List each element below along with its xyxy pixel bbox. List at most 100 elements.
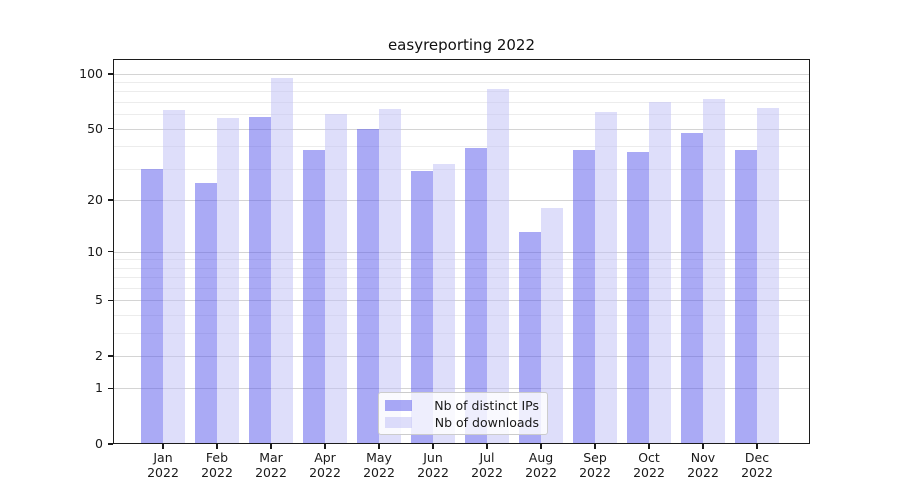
x-axis-tick-label: Jul 2022 (459, 450, 515, 480)
y-gridline-minor (113, 168, 810, 170)
y-gridline-minor (113, 314, 810, 316)
y-gridline-minor (113, 287, 810, 289)
y-axis-tick-label: 2 (95, 347, 103, 363)
x-axis-tick-label-line: 2022 (525, 465, 557, 480)
x-axis-tick (378, 444, 380, 449)
bar-downloads (757, 107, 779, 444)
y-axis-tick-label: 0 (95, 436, 103, 451)
x-axis-tick-label-line: Feb (205, 450, 229, 465)
x-axis-tick-label: Dec 2022 (729, 450, 785, 480)
x-axis-tick-label-line: Mar (259, 450, 283, 465)
legend-swatch-distinct-ips (385, 399, 412, 411)
bar-distinct-ips (249, 116, 271, 444)
bar-distinct-ips (303, 150, 325, 444)
y-axis-tick (108, 199, 113, 201)
x-axis-tick-label-line: Sep (583, 450, 607, 465)
y-gridline-major (113, 300, 810, 302)
x-axis-tick-label: May 2022 (351, 450, 407, 480)
y-axis-tick-label: 10 (87, 243, 103, 259)
x-axis-tick-label-line: May (366, 450, 392, 465)
legend-item-distinct-ips: Nb of distinct IPs (385, 397, 539, 413)
bar-distinct-ips (141, 168, 163, 444)
legend-label-downloads: Nb of downloads (434, 414, 539, 430)
x-axis-tick-label: Mar 2022 (243, 450, 299, 480)
y-gridline-major (113, 199, 810, 201)
x-axis-tick-label-line: Oct (638, 450, 660, 465)
y-axis-tick-label: 5 (95, 292, 103, 308)
y-gridline-minor (113, 267, 810, 269)
x-axis-tick-label-line: 2022 (417, 465, 449, 480)
y-axis-tick (108, 73, 113, 75)
bar-distinct-ips (357, 128, 379, 444)
bar-downloads (163, 110, 185, 444)
y-axis-tick (108, 250, 113, 253)
bar-downloads (649, 102, 671, 444)
y-gridline-minor (113, 332, 810, 334)
legend: Nb of distinct IPs Nb of downloads (378, 392, 548, 435)
y-gridline-minor (113, 91, 810, 93)
y-axis-tick (108, 443, 113, 445)
x-axis-tick-label-line: 2022 (147, 465, 179, 480)
x-axis-tick (486, 444, 488, 449)
y-axis-tick (108, 387, 113, 390)
x-axis-tick (702, 444, 704, 449)
x-axis-tick-label: Sep 2022 (567, 450, 623, 480)
bar-downloads (379, 109, 401, 444)
y-gridline-minor (113, 259, 810, 261)
bar-distinct-ips (411, 171, 433, 444)
x-axis-tick-label: Apr 2022 (297, 450, 353, 480)
bar-downloads (217, 118, 239, 444)
x-axis-tick (216, 444, 218, 449)
y-gridline-minor (113, 82, 810, 84)
x-axis-tick-label-line: Nov (690, 450, 716, 465)
x-axis-tick-label-line: Dec (744, 450, 770, 465)
x-axis-tick (432, 444, 434, 449)
y-gridline-major (113, 128, 810, 130)
y-axis-tick-label: 20 (87, 191, 103, 207)
legend-swatch-downloads (385, 416, 412, 428)
bar-distinct-ips (519, 232, 541, 444)
bar-downloads (595, 111, 617, 444)
y-gridline-minor (113, 114, 810, 116)
x-axis-tick (594, 444, 596, 449)
y-axis-tick (108, 127, 113, 130)
y-axis-tick-label: 50 (87, 120, 103, 136)
x-axis-tick (270, 444, 272, 449)
x-axis-tick (756, 444, 758, 449)
x-axis-tick (540, 444, 542, 449)
y-gridline-major (113, 251, 810, 253)
x-axis-tick (648, 444, 650, 449)
x-axis-tick-label-line: 2022 (363, 465, 395, 480)
x-axis-tick-label-line: 2022 (471, 465, 503, 480)
bar-downloads (325, 114, 347, 444)
bar-downloads (271, 77, 293, 444)
y-gridline-major (113, 355, 810, 357)
bar-distinct-ips (627, 152, 649, 444)
x-axis-tick-label: Nov 2022 (675, 450, 731, 480)
x-axis-tick-label: Jun 2022 (405, 450, 461, 480)
bar-distinct-ips (735, 150, 757, 444)
legend-item-downloads: Nb of downloads (385, 414, 539, 430)
y-gridline-minor (113, 102, 810, 103)
x-axis-tick-label: Aug 2022 (513, 450, 569, 480)
bar-downloads (703, 98, 725, 444)
bar-downloads (433, 163, 455, 444)
y-axis-tick-label: 1 (95, 380, 103, 396)
y-axis-tick-label: 100 (79, 65, 103, 81)
x-axis-tick-label-line: 2022 (255, 465, 287, 480)
x-axis-tick-label-line: Jul (479, 450, 495, 465)
x-axis-tick-label-line: Jun (423, 450, 443, 465)
y-gridline-minor (113, 146, 810, 147)
x-axis-tick-label-line: 2022 (579, 465, 611, 480)
y-gridline-major (113, 388, 810, 390)
chart-title: easyreporting 2022 (387, 36, 536, 54)
x-axis-tick-label-line: 2022 (687, 465, 719, 480)
x-axis-tick (162, 444, 164, 449)
y-axis-tick (108, 355, 113, 357)
x-axis-tick-label-line: Jan (153, 450, 173, 465)
x-axis-tick-label-line: 2022 (309, 465, 341, 480)
x-axis-tick-label: Feb 2022 (189, 450, 245, 480)
bar-distinct-ips (465, 148, 487, 444)
x-axis-tick-label-line: Apr (314, 450, 336, 465)
bar-downloads (487, 88, 509, 444)
